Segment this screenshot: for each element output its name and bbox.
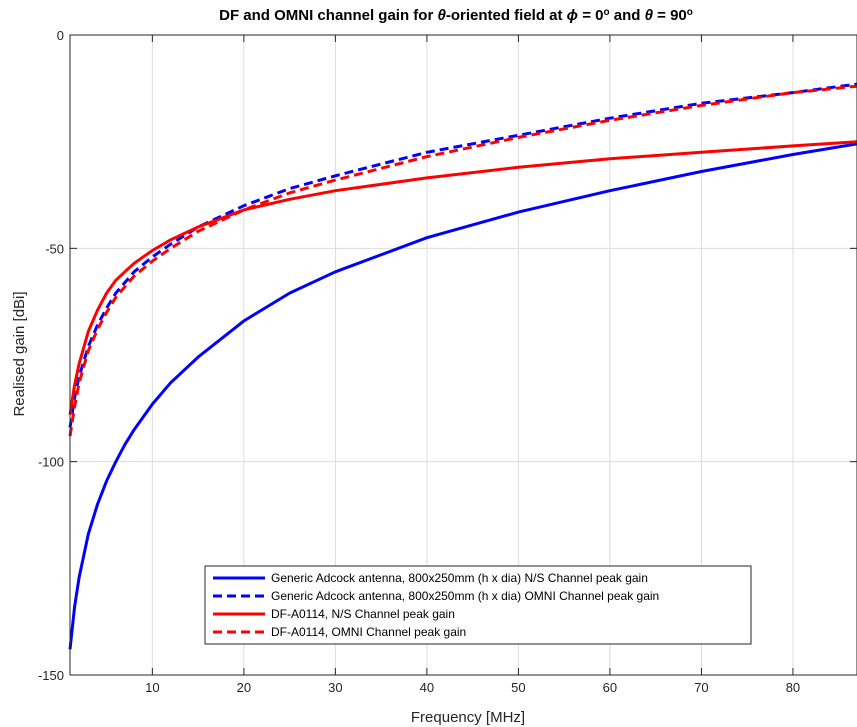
legend-label-3: DF-A0114, N/S Channel peak gain xyxy=(271,607,455,621)
y-tick-label: -150 xyxy=(38,668,64,683)
x-tick-label: 70 xyxy=(694,680,708,695)
title-part: -oriented field at xyxy=(446,7,567,24)
series-line-1 xyxy=(68,142,857,650)
y-ticks: -150 -100 -50 0 xyxy=(38,28,857,683)
title-part: θ xyxy=(645,7,654,24)
series-line-2 xyxy=(68,82,857,428)
title-part: DF and OMNI channel gain for xyxy=(219,7,437,24)
x-tick-label: 60 xyxy=(603,680,617,695)
x-tick-label: 10 xyxy=(145,680,159,695)
plot-area-border xyxy=(69,34,857,676)
series-group xyxy=(68,82,857,650)
legend-label-2: Generic Adcock antenna, 800x250mm (h x d… xyxy=(271,589,659,603)
x-tick-label: 50 xyxy=(511,680,525,695)
title-part: and xyxy=(610,7,645,24)
title-part: o xyxy=(687,7,693,18)
x-tick-label: 30 xyxy=(328,680,342,695)
y-tick-label: -50 xyxy=(45,241,64,256)
y-tick-label: -100 xyxy=(38,455,64,470)
title-part: = 0 xyxy=(578,7,603,24)
title-part: = 90 xyxy=(653,7,687,24)
x-ticks: 10 20 30 40 50 60 70 80 xyxy=(145,35,800,695)
x-tick-label: 20 xyxy=(237,680,251,695)
x-tick-label: 80 xyxy=(786,680,800,695)
legend-box xyxy=(204,565,752,645)
legend-label-4: DF-A0114, OMNI Channel peak gain xyxy=(271,625,466,639)
legend: Generic Adcock antenna, 800x250mm (h x d… xyxy=(204,565,752,645)
legend-label-1: Generic Adcock antenna, 800x250mm (h x d… xyxy=(271,571,648,585)
title-part: θ xyxy=(437,7,446,24)
title-part: o xyxy=(603,7,609,18)
x-tick-label: 40 xyxy=(420,680,434,695)
y-axis-label: Realised gain [dBi] xyxy=(11,291,28,416)
chart-title: DF and OMNI channel gain for θ-oriented … xyxy=(219,7,693,25)
x-axis-label: Frequency [MHz] xyxy=(411,709,525,726)
series-line-3 xyxy=(68,140,857,415)
y-tick-label: 0 xyxy=(57,28,64,43)
title-part: ϕ xyxy=(567,7,578,24)
series-line-4 xyxy=(68,84,857,437)
